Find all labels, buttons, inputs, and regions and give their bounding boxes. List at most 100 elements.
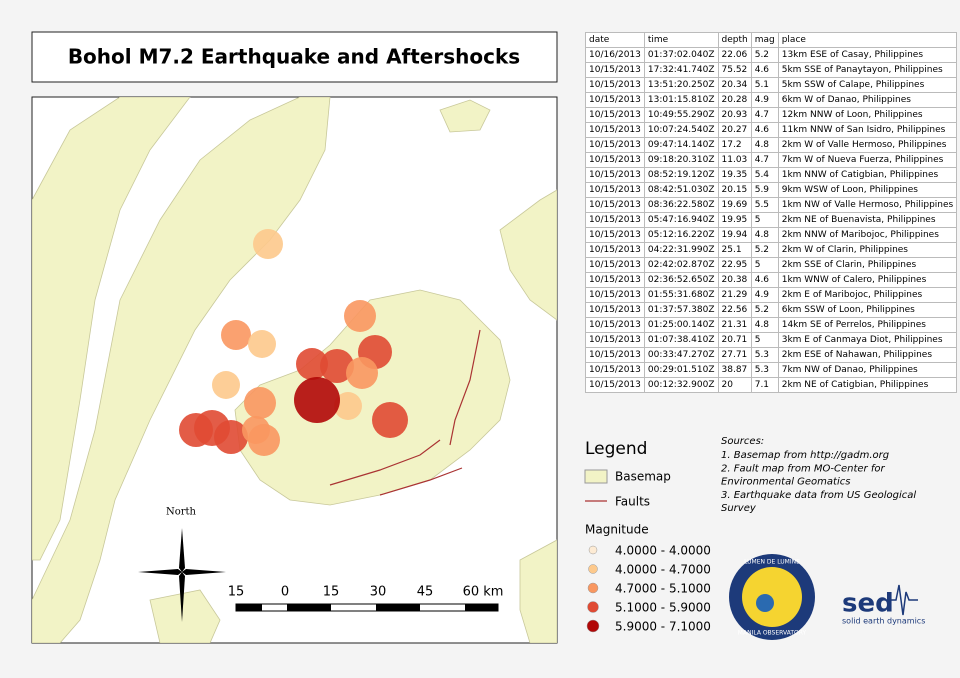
- table-cell: 5.1: [750, 77, 779, 93]
- table-header: date time depth mag place: [585, 32, 958, 48]
- source-line: 3. Earthquake data from US Geological: [721, 490, 916, 501]
- magnitude-swatch: [588, 545, 598, 555]
- table-cell: 5: [750, 257, 779, 273]
- table-cell: 4.6: [750, 62, 779, 78]
- table-cell: 5km SSE of Panaytayon, Philippines: [777, 62, 958, 78]
- table-cell: 20.15: [717, 182, 752, 198]
- quake-marker: [244, 387, 276, 419]
- table-cell: 10/15/2013: [585, 182, 645, 198]
- table-row: 10/15/2013 01:37:57.380Z 22.56 5.2 6km SSW o…: [585, 302, 958, 318]
- table-row: 10/15/2013 01:25:00.140Z 21.31 4.8 14km SE o…: [585, 317, 958, 333]
- table-cell: 5.2: [750, 47, 779, 63]
- table-row: 10/15/2013 04:22:31.990Z 25.1 5.2 2km W of C…: [585, 242, 958, 258]
- table-cell: 5.2: [750, 242, 779, 258]
- table-cell: 1km NW of Valle Hermoso, Philippines: [777, 197, 958, 213]
- quake-marker: [214, 420, 248, 454]
- table-cell: 5km SSW of Calape, Philippines: [777, 77, 958, 93]
- table-cell: 6km SSW of Loon, Philippines: [777, 302, 958, 318]
- quake-marker: [296, 348, 328, 380]
- table-cell: 22.95: [717, 257, 752, 273]
- table-cell: 10/15/2013: [585, 77, 645, 93]
- table-cell: 5.3: [750, 347, 779, 363]
- table-cell: 2km NE of Catigbian, Philippines: [777, 377, 958, 393]
- table-cell: 01:07:38.410Z: [643, 332, 719, 348]
- table-cell: 01:25:00.140Z: [643, 317, 719, 333]
- table-cell: 22.56: [717, 302, 752, 318]
- table-cell: 4.8: [750, 317, 779, 333]
- table-cell: 10/15/2013: [585, 302, 645, 318]
- table-cell: 25.1: [717, 242, 752, 258]
- table-cell: 19.95: [717, 212, 752, 228]
- table-cell: 09:47:14.140Z: [643, 137, 719, 153]
- table-row: 10/15/2013 17:32:41.740Z 75.52 4.6 5km SSE o…: [585, 62, 958, 78]
- table-cell: 4.9: [750, 287, 779, 303]
- table-cell: 17:32:41.740Z: [643, 62, 719, 78]
- table-cell: 5: [750, 332, 779, 348]
- table-cell: 19.35: [717, 167, 752, 183]
- table-cell: 20: [717, 377, 752, 393]
- table-cell: 2km SSE of Clarin, Philippines: [777, 257, 958, 273]
- magnitude-class: 4.7000 - 5.1000: [615, 582, 711, 596]
- table-cell: time: [643, 32, 719, 48]
- table-cell: 7km W of Nueva Fuerza, Philippines: [777, 152, 958, 168]
- table-cell: 05:47:16.940Z: [643, 212, 719, 228]
- basemap-swatch: [584, 469, 608, 484]
- table-cell: 2km NNW of Maribojoc, Philippines: [777, 227, 958, 243]
- table-cell: 12km NNW of Loon, Philippines: [777, 107, 958, 123]
- scale-label: 60 km: [463, 585, 504, 600]
- quake-marker: [372, 402, 408, 438]
- table-cell: 4.8: [750, 137, 779, 153]
- table-cell: 01:55:31.680Z: [643, 287, 719, 303]
- table-cell: 4.9: [750, 92, 779, 108]
- table-row: 10/15/2013 00:12:32.900Z 20 7.1 2km NE of Ca…: [585, 377, 958, 393]
- mo-name: MANILA OBSERVATORY: [738, 630, 807, 637]
- quake-marker: [253, 229, 283, 259]
- table-cell: 05:12:16.220Z: [643, 227, 719, 243]
- table-cell: depth: [717, 32, 752, 48]
- table-cell: 00:33:47.270Z: [643, 347, 719, 363]
- table-cell: 4.6: [750, 272, 779, 288]
- table-cell: 21.31: [717, 317, 752, 333]
- table-cell: 10/15/2013: [585, 62, 645, 78]
- table-row: 10/15/2013 13:01:15.810Z 20.28 4.9 6km W of …: [585, 92, 958, 108]
- table-cell: mag: [750, 32, 779, 48]
- table-cell: 17.2: [717, 137, 752, 153]
- table-cell: 10/15/2013: [585, 317, 645, 333]
- table-cell: 4.7: [750, 107, 779, 123]
- table-cell: 10/15/2013: [585, 377, 645, 393]
- table-cell: 10/15/2013: [585, 107, 645, 123]
- table-cell: 10/15/2013: [585, 242, 645, 258]
- table-row: 10/15/2013 08:36:22.580Z 19.69 5.5 1km NW of…: [585, 197, 958, 213]
- table-cell: 10/15/2013: [585, 212, 645, 228]
- table-cell: 21.29: [717, 287, 752, 303]
- table-cell: 10/16/2013: [585, 47, 645, 63]
- scale-label: 30: [370, 585, 387, 600]
- table-row: 10/15/2013 05:12:16.220Z 19.94 4.8 2km NNW o…: [585, 227, 958, 243]
- sed-logo: sed: [842, 589, 894, 619]
- table-cell: 2km E of Maribojoc, Philippines: [777, 287, 958, 303]
- table-cell: 4.6: [750, 122, 779, 138]
- table-cell: 10/15/2013: [585, 92, 645, 108]
- table-row: 10/15/2013 02:42:02.870Z 22.95 5 2km SSE of …: [585, 257, 958, 273]
- sed-subtitle: solid earth dynamics: [842, 617, 925, 626]
- table-cell: 10:49:55.290Z: [643, 107, 719, 123]
- table-cell: 7.1: [750, 377, 779, 393]
- quake-marker: [344, 300, 376, 332]
- table-cell: 10/15/2013: [585, 332, 645, 348]
- table-row: 10/15/2013 05:47:16.940Z 19.95 5 2km NE of B…: [585, 212, 958, 228]
- table-row: 10/15/2013 13:51:20.250Z 20.34 5.1 5km SSW o…: [585, 77, 958, 93]
- table-cell: 10/15/2013: [585, 122, 645, 138]
- table-cell: 08:42:51.030Z: [643, 182, 719, 198]
- mo-logo: LUMEN DE LUMINE MANILA OBSERVATORY: [729, 554, 815, 640]
- table-cell: 10:07:24.540Z: [643, 122, 719, 138]
- map-frame: North 15 0 15 30 45 60 km: [31, 96, 558, 644]
- table-cell: 02:36:52.650Z: [643, 272, 719, 288]
- table-cell: 20.38: [717, 272, 752, 288]
- table-cell: 14km SE of Perrelos, Philippines: [777, 317, 958, 333]
- table-cell: 10/15/2013: [585, 152, 645, 168]
- table-cell: 5.5: [750, 197, 779, 213]
- quake-marker: [320, 349, 354, 383]
- table-cell: 3km E of Canmaya Diot, Philippines: [777, 332, 958, 348]
- table-row: 10/15/2013 08:42:51.030Z 20.15 5.9 9km WSW o…: [585, 182, 958, 198]
